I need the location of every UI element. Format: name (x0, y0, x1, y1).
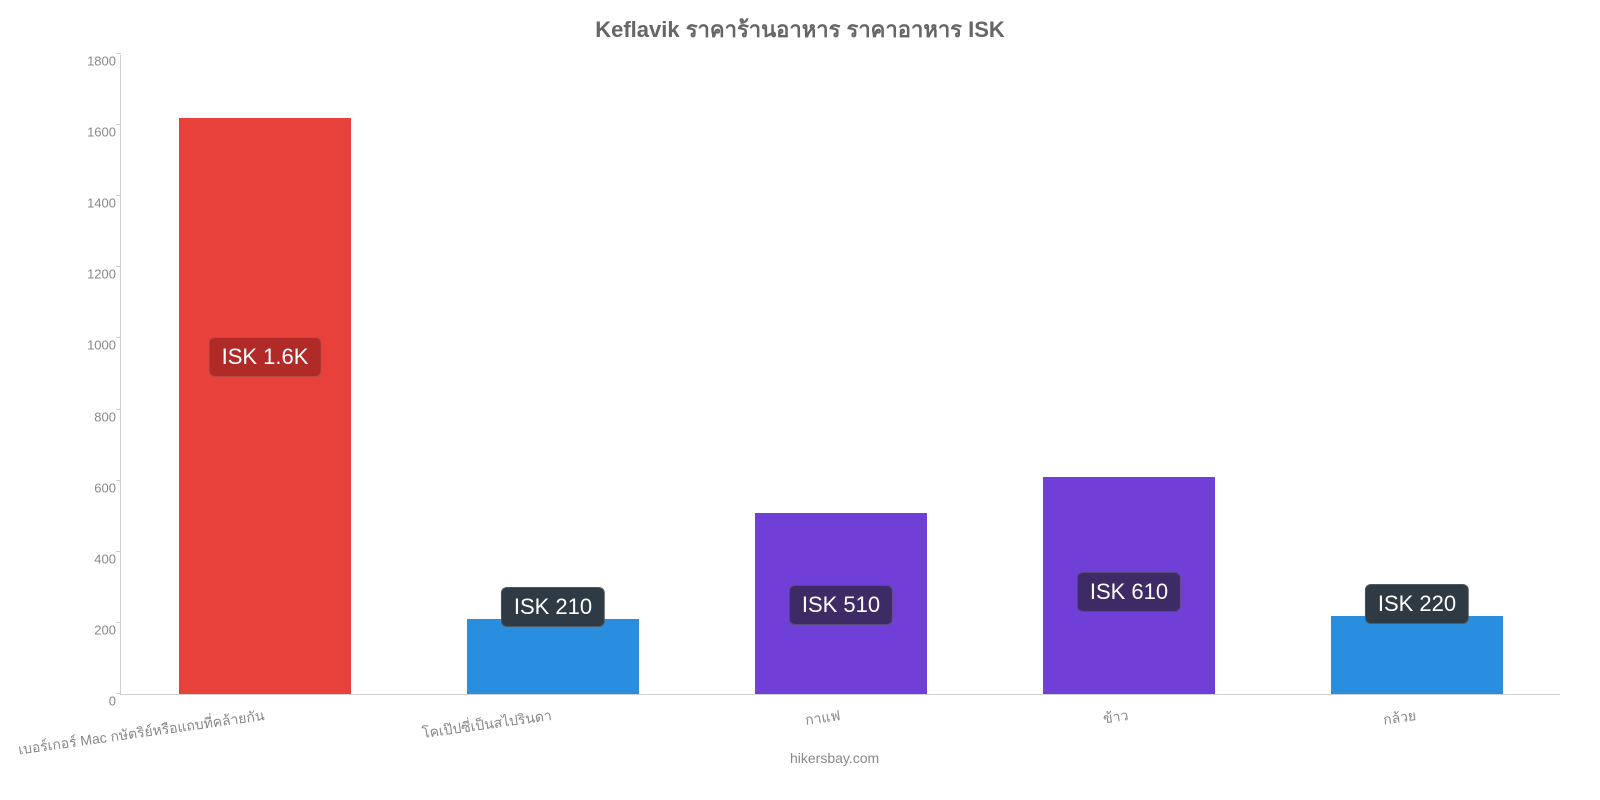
xtick-label: เบอร์เกอร์ Mac กษัตริย์หรือแถบที่คล้ายกั… (17, 705, 266, 761)
ytick-label: 200 (76, 622, 116, 637)
bar (1331, 616, 1504, 694)
ytick-label: 800 (76, 409, 116, 424)
ytick-label: 1000 (76, 338, 116, 353)
bar-value-label: ISK 210 (501, 587, 605, 627)
xtick-label: กาแฟ (804, 705, 842, 732)
bar (179, 118, 352, 694)
attribution-text: hikersbay.com (790, 750, 879, 766)
chart-area: 020040060080010001200140016001800ISK 1.6… (80, 55, 1560, 695)
bar (467, 619, 640, 694)
ytick-label: 1800 (76, 54, 116, 69)
bar-value-label: ISK 220 (1365, 584, 1469, 624)
ytick-label: 1200 (76, 267, 116, 282)
plot-region: 020040060080010001200140016001800ISK 1.6… (120, 55, 1560, 695)
xtick-label: กล้วย (1382, 705, 1418, 731)
chart-title: Keflavik ราคาร้านอาหาร ราคาอาหาร ISK (0, 0, 1600, 47)
bar-value-label: ISK 510 (789, 585, 893, 625)
ytick-label: 0 (76, 694, 116, 709)
ytick-label: 1600 (76, 125, 116, 140)
xtick-label: ข้าว (1101, 705, 1129, 730)
bar-value-label: ISK 1.6K (209, 337, 322, 377)
ytick-label: 1400 (76, 196, 116, 211)
ytick-label: 600 (76, 480, 116, 495)
ytick-label: 400 (76, 551, 116, 566)
xtick-label: โคเป๊ปซี่เป็นสไปรินดา (421, 705, 553, 745)
bar-value-label: ISK 610 (1077, 572, 1181, 612)
